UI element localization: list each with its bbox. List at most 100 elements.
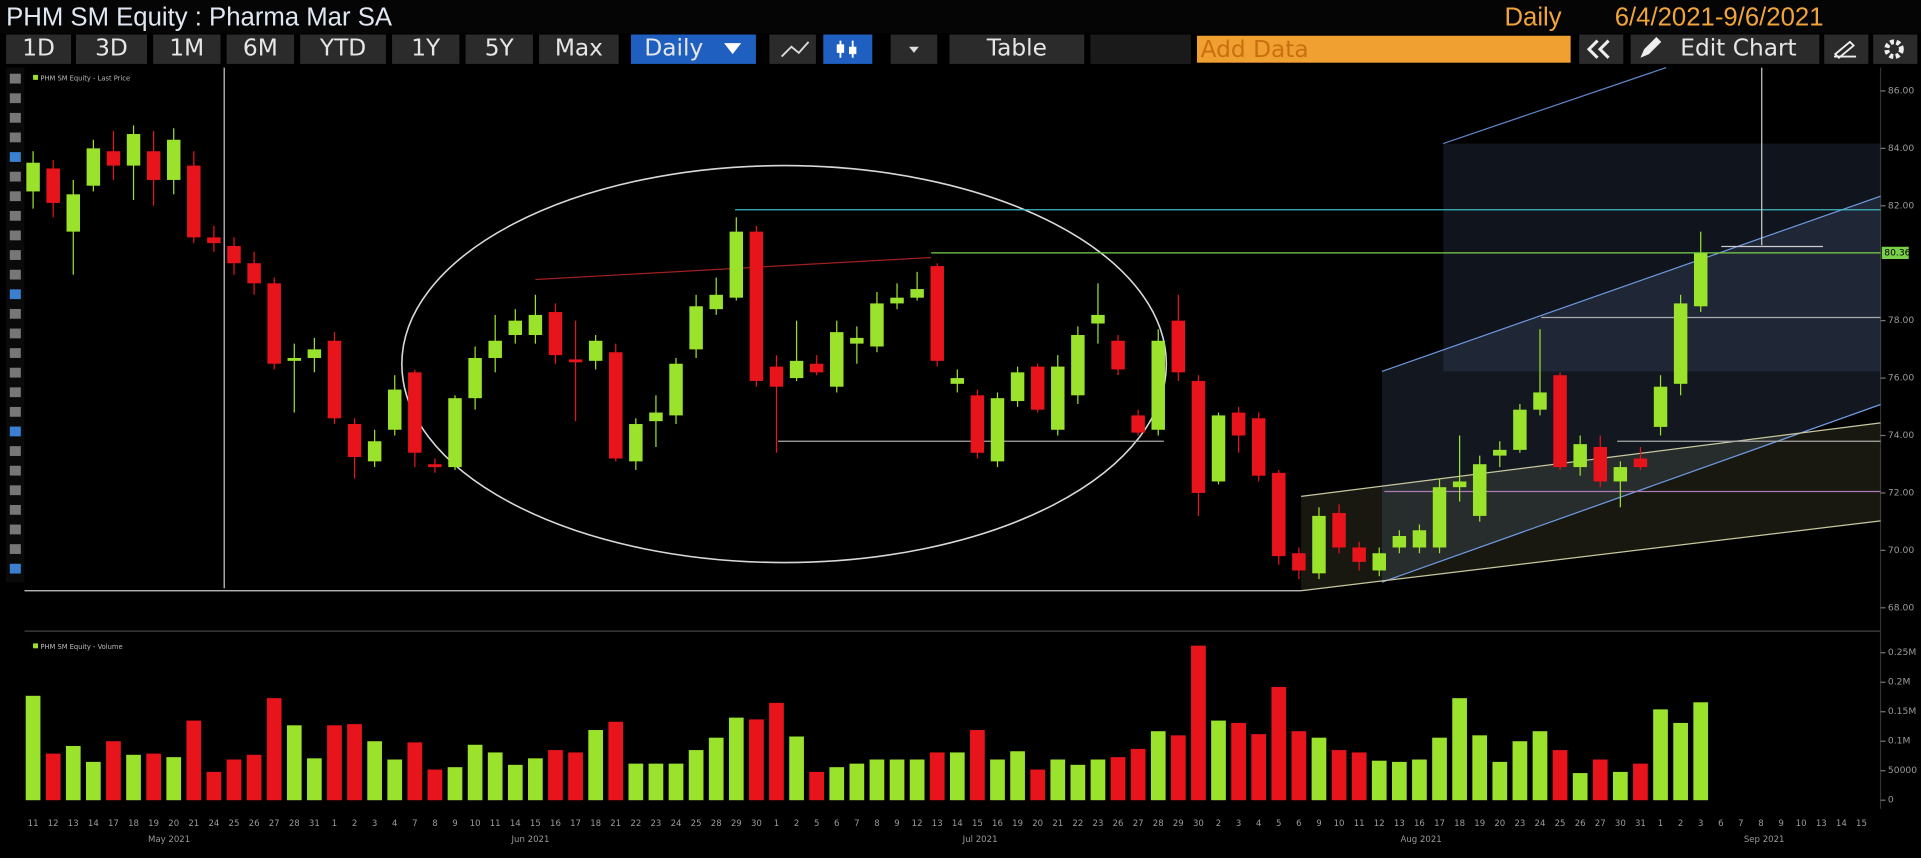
x-tick-label: 2 bbox=[794, 819, 799, 829]
tool-icon bbox=[9, 132, 21, 143]
y-tick-label: 68.00 bbox=[1888, 602, 1914, 613]
x-tick-label: 21 bbox=[1052, 819, 1063, 829]
y-tick-label: 82.00 bbox=[1888, 200, 1914, 211]
x-tick-label: 23 bbox=[650, 819, 661, 829]
candle-body bbox=[1633, 458, 1648, 468]
x-tick-label: 5 bbox=[1276, 819, 1281, 829]
tool-icon bbox=[9, 504, 21, 515]
x-tick-label: 15 bbox=[972, 819, 983, 829]
candle-body bbox=[1312, 515, 1326, 574]
x-tick-label: 25 bbox=[1555, 819, 1566, 829]
candle-body bbox=[287, 357, 302, 361]
settings-button[interactable] bbox=[1873, 34, 1918, 64]
add-data-input[interactable]: Add Data bbox=[1196, 35, 1571, 63]
candle-body bbox=[910, 289, 924, 298]
draw-button[interactable] bbox=[1824, 34, 1869, 64]
candle-body bbox=[1392, 536, 1407, 548]
x-tick-label: 8 bbox=[432, 819, 437, 829]
period-label: 1Y bbox=[411, 35, 441, 62]
toolbar: Daily Table Add Data bbox=[6, 34, 1918, 64]
period-button[interactable]: 5Y bbox=[465, 34, 533, 64]
x-tick-label: 13 bbox=[1394, 819, 1405, 829]
y-tick-label: 70.00 bbox=[1888, 545, 1914, 556]
volume-bar bbox=[869, 759, 885, 801]
edit-chart-button[interactable]: Edit Chart bbox=[1630, 34, 1820, 64]
period-label: 6M bbox=[243, 35, 278, 62]
volume-bar bbox=[407, 742, 423, 801]
candle-body bbox=[1673, 303, 1688, 384]
x-tick-label: 4 bbox=[392, 819, 397, 829]
volume-bar bbox=[1070, 764, 1086, 801]
period-button[interactable]: Max bbox=[539, 34, 619, 64]
x-tick-label: 1 bbox=[774, 819, 779, 829]
ellipse bbox=[401, 164, 1168, 564]
y-tick-label: 0 bbox=[1888, 795, 1894, 806]
volume-bar bbox=[146, 753, 161, 801]
y-tick-label: 0.1M bbox=[1888, 736, 1911, 747]
x-tick-label: 8 bbox=[1758, 819, 1763, 829]
x-tick-label: 7 bbox=[1738, 819, 1743, 829]
period-button[interactable]: 1M bbox=[153, 34, 221, 64]
volume-bar bbox=[1030, 769, 1046, 801]
candle-body bbox=[1272, 472, 1286, 557]
volume-bar bbox=[1191, 645, 1206, 801]
x-tick-label: 31 bbox=[309, 819, 320, 829]
x-tick-label: 26 bbox=[1113, 819, 1124, 829]
volume-bar bbox=[1592, 759, 1608, 801]
period-button[interactable]: 3D bbox=[75, 34, 148, 64]
shaded-region bbox=[1443, 143, 1881, 372]
period-button[interactable]: 6M bbox=[226, 34, 295, 64]
period: Daily bbox=[1504, 3, 1561, 31]
x-tick-label: 20 bbox=[1032, 819, 1043, 829]
candle-body bbox=[729, 231, 744, 298]
last-price-tag bbox=[1881, 246, 1909, 260]
volume-bar bbox=[708, 737, 724, 801]
x-tick-label: 18 bbox=[128, 819, 139, 829]
candle-chart-button[interactable] bbox=[823, 34, 873, 64]
candle-body bbox=[1452, 481, 1467, 488]
x-tick-label: 22 bbox=[630, 819, 641, 829]
tool-icon bbox=[9, 348, 21, 358]
candle-body bbox=[950, 378, 965, 384]
candle-body bbox=[1533, 392, 1547, 410]
button-bg bbox=[465, 34, 533, 64]
volume-bar bbox=[487, 752, 503, 801]
line-chart-button[interactable] bbox=[769, 34, 816, 64]
table-button[interactable]: Table bbox=[949, 34, 1085, 64]
legend: PHM SM Equity - Last Price bbox=[40, 75, 130, 83]
period-button[interactable]: 1D bbox=[6, 34, 72, 64]
x-tick-label: 2 bbox=[1216, 819, 1221, 829]
volume-bar bbox=[528, 758, 543, 801]
input-bg bbox=[1196, 35, 1571, 63]
x-tick-label: 13 bbox=[68, 819, 79, 829]
period-button[interactable]: YTD bbox=[300, 34, 386, 64]
y-tick-label: 0.2M bbox=[1888, 677, 1911, 688]
volume-bar bbox=[1452, 698, 1467, 801]
volume-bar bbox=[307, 758, 322, 801]
x-tick-label: 18 bbox=[1454, 819, 1465, 829]
x-tick-label: 26 bbox=[1575, 819, 1586, 829]
x-tick-label: 6 bbox=[834, 819, 839, 829]
legend-swatch bbox=[33, 74, 38, 80]
button-bg bbox=[75, 34, 148, 64]
volume-bar bbox=[849, 763, 865, 801]
period-button[interactable]: 1Y bbox=[392, 34, 460, 64]
volume-bar bbox=[1391, 761, 1407, 801]
x-tick-label: 28 bbox=[289, 819, 300, 829]
collapse-button[interactable] bbox=[1579, 34, 1624, 64]
volume-bar bbox=[45, 753, 61, 801]
candle-body bbox=[387, 389, 402, 430]
frequency-button[interactable]: Daily bbox=[630, 34, 756, 64]
volume-bar bbox=[1211, 720, 1226, 801]
candle-body bbox=[106, 151, 121, 166]
chart-menu-button[interactable] bbox=[890, 34, 938, 64]
volume-bar bbox=[86, 761, 101, 801]
candle-body bbox=[86, 148, 101, 186]
tool-icon bbox=[9, 112, 21, 123]
volume-bar bbox=[628, 763, 644, 801]
tool-icon bbox=[9, 485, 21, 496]
volume-bar bbox=[1271, 686, 1287, 801]
x-tick-label: 30 bbox=[751, 819, 762, 829]
candle-body bbox=[1151, 340, 1165, 430]
candle-body bbox=[830, 332, 844, 387]
